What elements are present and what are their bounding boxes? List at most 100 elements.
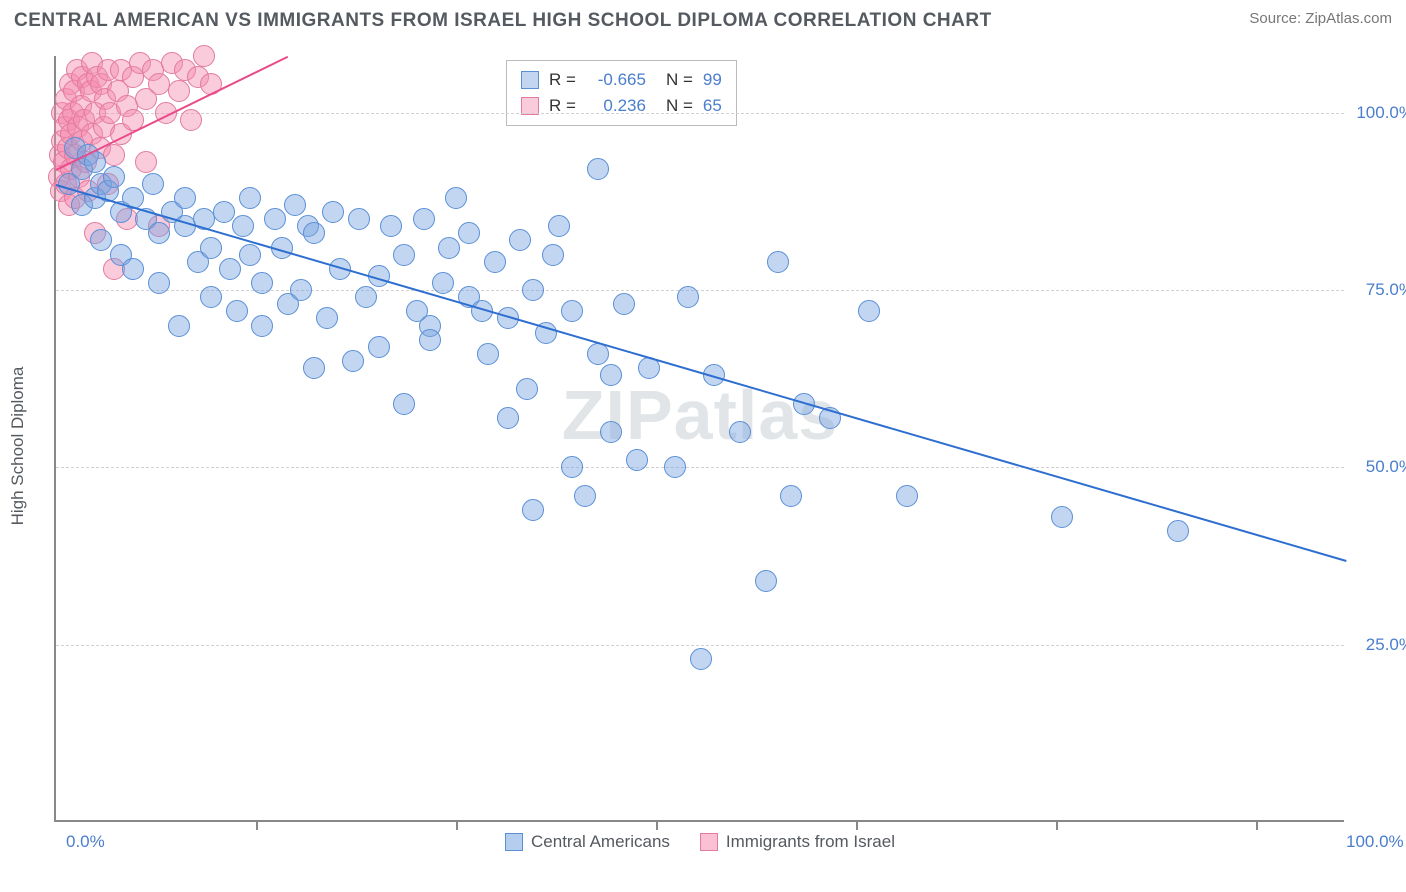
data-point <box>438 237 460 259</box>
data-point <box>103 144 125 166</box>
legend-label-pink: Immigrants from Israel <box>726 832 895 852</box>
data-point <box>148 222 170 244</box>
data-point <box>419 329 441 351</box>
x-tick <box>256 820 258 830</box>
data-point <box>780 485 802 507</box>
y-tick-label: 75.0% <box>1354 280 1406 300</box>
source-label: Source: ZipAtlas.com <box>1249 10 1392 27</box>
data-point <box>342 350 364 372</box>
data-point <box>251 315 273 337</box>
plot-area: ZIPatlas R =-0.665N =99R =0.236N =65 Cen… <box>54 56 1344 822</box>
gridline-horizontal <box>56 113 1344 114</box>
data-point <box>497 407 519 429</box>
data-point <box>587 158 609 180</box>
data-point <box>303 357 325 379</box>
data-point <box>767 251 789 273</box>
data-point <box>322 201 344 223</box>
data-point <box>251 272 273 294</box>
data-point <box>239 187 261 209</box>
data-point <box>284 194 306 216</box>
data-point <box>103 166 125 188</box>
x-tick <box>1056 820 1058 830</box>
data-point <box>432 272 454 294</box>
data-point <box>193 45 215 67</box>
data-point <box>200 237 222 259</box>
data-point <box>413 208 435 230</box>
data-point <box>509 229 531 251</box>
data-point <box>200 286 222 308</box>
stats-row: R =-0.665N =99 <box>521 67 722 93</box>
data-point <box>858 300 880 322</box>
legend-swatch-pink <box>700 833 718 851</box>
data-point <box>896 485 918 507</box>
legend-swatch-blue <box>505 833 523 851</box>
data-point <box>626 449 648 471</box>
data-point <box>600 421 622 443</box>
data-point <box>522 499 544 521</box>
x-tick-label: 0.0% <box>66 832 105 852</box>
data-point <box>542 244 564 266</box>
data-point <box>458 222 480 244</box>
data-point <box>1167 520 1189 542</box>
data-point <box>264 208 286 230</box>
data-point <box>755 570 777 592</box>
data-point <box>213 201 235 223</box>
x-tick <box>456 820 458 830</box>
data-point <box>516 378 538 400</box>
data-point <box>484 251 506 273</box>
data-point <box>574 485 596 507</box>
data-point <box>355 286 377 308</box>
data-point <box>664 456 686 478</box>
data-point <box>380 215 402 237</box>
x-tick <box>1256 820 1258 830</box>
gridline-horizontal <box>56 290 1344 291</box>
watermark: ZIPatlas <box>562 375 838 455</box>
data-point <box>316 307 338 329</box>
gridline-horizontal <box>56 467 1344 468</box>
data-point <box>613 293 635 315</box>
data-point <box>90 229 112 251</box>
data-point <box>219 258 241 280</box>
data-point <box>522 279 544 301</box>
legend-label-blue: Central Americans <box>531 832 670 852</box>
data-point <box>232 215 254 237</box>
data-point <box>445 187 467 209</box>
legend-item-immigrants-israel: Immigrants from Israel <box>700 832 895 852</box>
data-point <box>148 272 170 294</box>
legend-item-central-americans: Central Americans <box>505 832 670 852</box>
chart-title: CENTRAL AMERICAN VS IMMIGRANTS FROM ISRA… <box>14 10 992 32</box>
y-tick-label: 100.0% <box>1354 103 1406 123</box>
y-axis-label: High School Diploma <box>8 367 28 526</box>
data-point <box>690 648 712 670</box>
data-point <box>290 279 312 301</box>
x-tick <box>856 820 858 830</box>
data-point <box>348 208 370 230</box>
data-point <box>600 364 622 386</box>
data-point <box>1051 506 1073 528</box>
stats-box: R =-0.665N =99R =0.236N =65 <box>506 60 737 126</box>
data-point <box>393 244 415 266</box>
chart-container: CENTRAL AMERICAN VS IMMIGRANTS FROM ISRA… <box>0 0 1406 892</box>
data-point <box>226 300 248 322</box>
data-point <box>180 109 202 131</box>
data-point <box>561 456 583 478</box>
data-point <box>122 258 144 280</box>
data-point <box>393 393 415 415</box>
data-point <box>677 286 699 308</box>
data-point <box>368 336 390 358</box>
data-point <box>168 80 190 102</box>
header: CENTRAL AMERICAN VS IMMIGRANTS FROM ISRA… <box>14 10 1392 32</box>
data-point <box>477 343 499 365</box>
data-point <box>729 421 751 443</box>
x-tick <box>656 820 658 830</box>
legend-bottom: Central Americans Immigrants from Israel <box>505 832 895 852</box>
data-point <box>548 215 570 237</box>
y-tick-label: 50.0% <box>1354 457 1406 477</box>
data-point <box>142 173 164 195</box>
data-point <box>168 315 190 337</box>
stats-swatch <box>521 71 539 89</box>
data-point <box>174 187 196 209</box>
data-point <box>303 222 325 244</box>
stats-row: R =0.236N =65 <box>521 93 722 119</box>
data-point <box>239 244 261 266</box>
